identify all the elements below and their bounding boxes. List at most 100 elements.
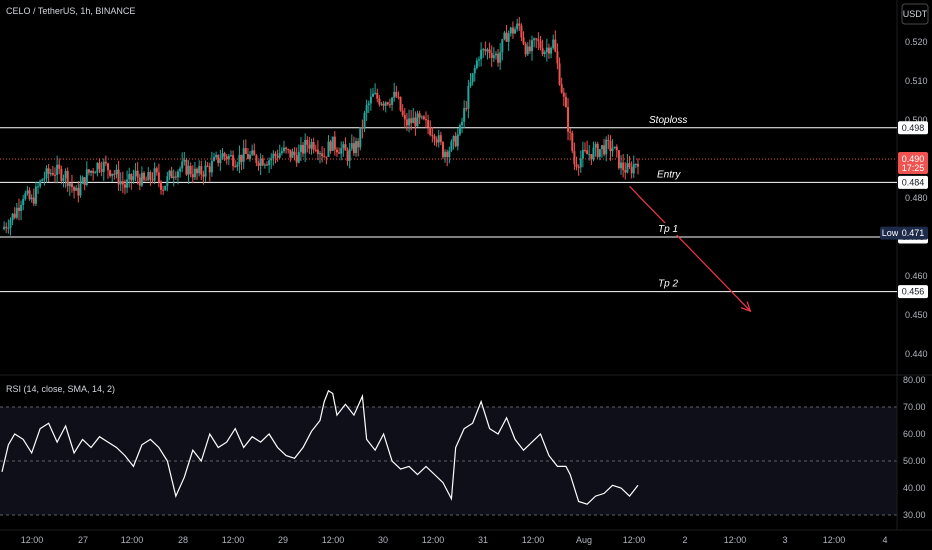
candle-body <box>100 168 103 172</box>
candle-body <box>427 120 430 128</box>
candle-body <box>526 46 529 55</box>
candle-body <box>388 104 391 106</box>
candle-body <box>535 38 538 40</box>
candle-body <box>588 154 591 156</box>
candle-body <box>43 178 46 180</box>
candle-body <box>319 153 321 155</box>
candle-body <box>77 187 80 196</box>
candle-body <box>119 181 122 185</box>
candle-body <box>90 170 93 173</box>
price-tick-label: 0.500 <box>905 115 928 125</box>
candle-body <box>268 160 271 166</box>
candle-body <box>121 181 124 185</box>
candle-body <box>153 168 156 181</box>
rsi-tick-label: 80.00 <box>903 375 926 385</box>
candle-body <box>32 197 35 204</box>
candle-body <box>270 158 273 161</box>
candle-body <box>533 38 536 41</box>
candle-body <box>15 207 18 218</box>
candle-body <box>181 161 184 169</box>
candle-body <box>435 139 438 143</box>
candle-body <box>183 159 186 162</box>
current-price-tag-label: 0.490 <box>902 154 925 164</box>
candle-body <box>414 117 417 127</box>
candle-body <box>352 143 355 154</box>
candle-body <box>350 143 353 149</box>
time-tick-label: 12:00 <box>121 535 144 545</box>
candle-body <box>503 32 506 40</box>
candle-body <box>378 98 381 105</box>
candle-body <box>242 148 245 162</box>
price-tick-label: 0.450 <box>905 310 928 320</box>
candle-body <box>338 152 341 154</box>
rsi-title[interactable]: RSI (14, close, SMA, 14, 2) <box>6 384 115 394</box>
candle-body <box>5 226 8 228</box>
candle-body <box>556 51 559 64</box>
candle-body <box>215 154 218 158</box>
candle-body <box>429 127 432 135</box>
time-tick-label: 12:00 <box>322 535 345 545</box>
candle-body <box>420 116 423 118</box>
candle-body <box>363 113 366 129</box>
candle-body <box>391 97 394 105</box>
candle-body <box>56 164 59 175</box>
candle-body <box>482 49 485 51</box>
candle-body <box>191 174 194 178</box>
candle-body <box>310 141 313 149</box>
time-tick-label: 12:00 <box>623 535 646 545</box>
candle-body <box>579 158 582 168</box>
candle-body <box>251 150 254 155</box>
candle-body <box>365 105 368 114</box>
candle-body <box>444 151 447 158</box>
candle-body <box>149 172 152 180</box>
rsi-axis[interactable]: 80.00 70.00 60.00 50.00 40.00 30.00 <box>903 375 926 520</box>
symbol-title[interactable]: CELO / TetherUS, 1h, BINANCE <box>6 6 135 16</box>
candle-body <box>543 52 546 55</box>
currency-button[interactable] <box>901 3 929 25</box>
candle-body <box>289 149 292 158</box>
candle-body <box>632 164 635 174</box>
time-axis[interactable]: 12:00 27 12:00 28 12:00 29 12:00 30 12:00 31 12:00… <box>0 529 932 545</box>
candle-body <box>598 149 601 157</box>
candle-body <box>155 168 158 173</box>
candle-body <box>344 144 347 151</box>
price-tick-label: 0.460 <box>905 271 928 281</box>
candle-body <box>204 165 207 177</box>
level-annotation-box <box>654 223 684 235</box>
level-annotation-box <box>645 113 697 126</box>
current-price-tag <box>898 152 928 174</box>
candle-body <box>408 118 411 126</box>
candle-body <box>174 176 177 178</box>
candle-body <box>26 190 29 194</box>
candle-body <box>66 170 69 187</box>
level-price-tag-label: 0.484 <box>902 177 925 187</box>
candle-body <box>109 170 112 176</box>
candle-body <box>484 49 487 52</box>
candle-body <box>467 85 470 109</box>
candle-body <box>28 190 31 200</box>
price-axis[interactable]: 0.5200.5100.5000.4900.4800.4700.4600.450… <box>905 37 928 359</box>
candle-body <box>104 161 107 164</box>
candle-body <box>416 113 419 127</box>
candle-body <box>244 148 247 155</box>
candle-body <box>410 118 413 124</box>
currency-label: USDT <box>903 9 928 19</box>
time-tick-label: 29 <box>278 535 288 545</box>
rsi-tick-label: 40.00 <box>903 483 926 493</box>
candle-body <box>492 55 495 59</box>
candle-body <box>507 33 510 42</box>
candle-body <box>75 187 78 191</box>
candle-body <box>24 193 27 199</box>
candle-body <box>234 166 237 168</box>
candle-body <box>518 23 521 26</box>
candle-body <box>111 173 114 176</box>
candle-body <box>550 47 553 54</box>
candle-body <box>206 165 209 167</box>
candle-body <box>299 144 302 152</box>
candle-body <box>314 149 317 151</box>
candle-body <box>221 153 224 160</box>
time-tick-label: 27 <box>78 535 88 545</box>
candle-body <box>469 82 472 86</box>
candle-body <box>102 161 105 172</box>
